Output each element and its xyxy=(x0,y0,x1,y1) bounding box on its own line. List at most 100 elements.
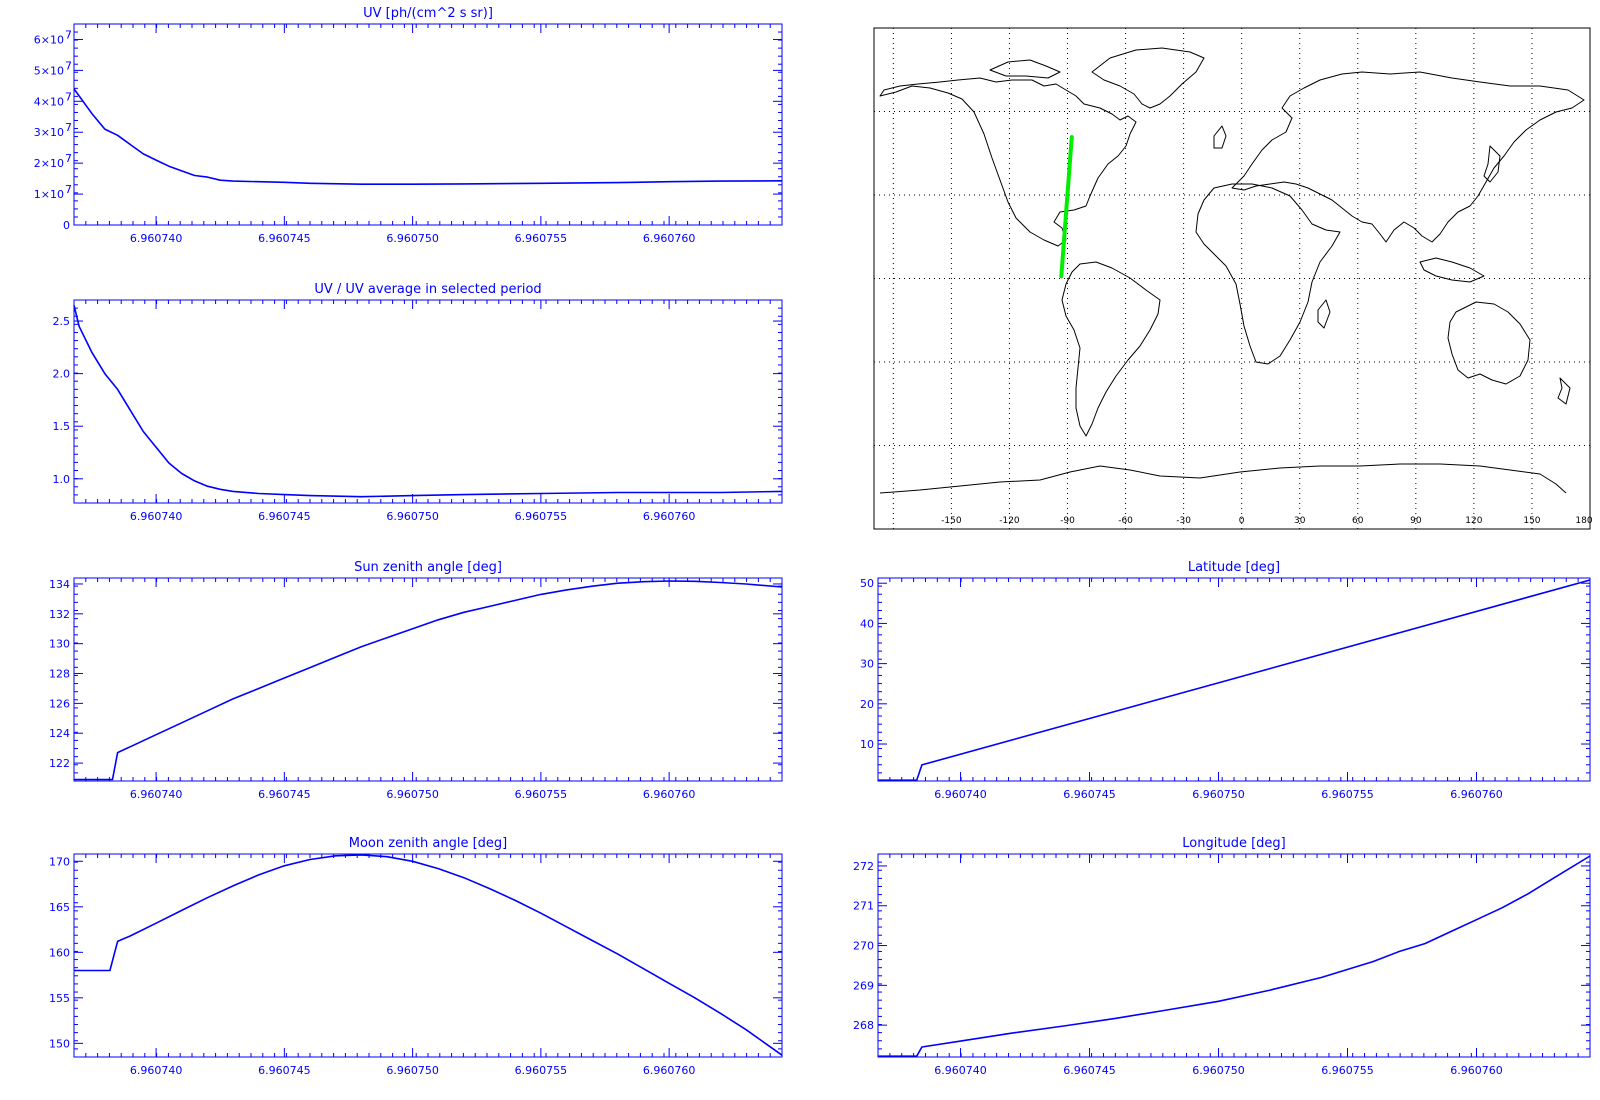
y-tick-label: 10 xyxy=(860,738,874,751)
x-tick-label: 6.960755 xyxy=(515,510,568,523)
x-tick-label: 6.960760 xyxy=(643,510,696,523)
coastline-new-zealand xyxy=(1557,377,1571,405)
map-lon-label: -60 xyxy=(1118,516,1133,526)
trace-uv xyxy=(73,88,783,185)
map-lon-label: -120 xyxy=(999,516,1020,526)
y-tick-label: 269 xyxy=(853,979,874,992)
y-tick-label: 1.5 xyxy=(53,420,71,433)
x-tick-label: 6.960745 xyxy=(258,1064,311,1077)
coastline-south-america xyxy=(1061,261,1161,437)
y-tick-label: 124 xyxy=(49,727,70,740)
x-tick-label: 6.960740 xyxy=(934,788,987,801)
y-tick-label: 20 xyxy=(860,698,874,711)
coastline-uk xyxy=(1213,125,1227,149)
coastline-north-america xyxy=(879,77,1137,247)
plot-frame-sza xyxy=(73,577,783,782)
map-lon-label: -150 xyxy=(941,516,962,526)
map-graticule xyxy=(874,28,1590,529)
panel-title-uv: UV [ph/(cm^2 s sr)] xyxy=(363,6,493,21)
x-tick-label: 6.960750 xyxy=(1192,1064,1245,1077)
map-lon-label: 0 xyxy=(1239,516,1245,526)
x-tick-label: 6.960760 xyxy=(643,1064,696,1077)
x-tick-label: 6.960755 xyxy=(515,1064,568,1077)
world-map: -150 -120 -90 -60 -30 0 30 60 90 120 150 180 xyxy=(873,27,1593,530)
y-tick-label: 2.5 xyxy=(53,315,71,328)
y-tick-label: 130 xyxy=(49,638,70,651)
x-tick-label: 6.960740 xyxy=(130,232,183,245)
y-tick-label: 1×10 xyxy=(34,188,64,201)
x-tick-label: 6.960755 xyxy=(515,232,568,245)
map-lon-label: -90 xyxy=(1060,516,1075,526)
y-tick-label: 134 xyxy=(49,578,70,591)
x-tick-label: 6.960745 xyxy=(1063,788,1116,801)
panel-lat: Latitude [deg] 6.960740 6.960745 6.960750 6.… xyxy=(860,560,1591,801)
y-tick-label: 6×10 xyxy=(34,33,64,46)
map-lon-label: 150 xyxy=(1523,516,1540,526)
map-lon-label: 30 xyxy=(1294,516,1306,526)
y-tick-label: 1.0 xyxy=(53,473,71,486)
x-tick-label: 6.960745 xyxy=(258,788,311,801)
y-tick-label: 272 xyxy=(853,860,874,873)
x-tick-label: 6.960740 xyxy=(130,1064,183,1077)
y-tick-label: 126 xyxy=(49,697,70,710)
y-tick-label: 0 xyxy=(63,219,70,232)
plot-frame-lat xyxy=(877,577,1591,782)
panel-ratio: UV / UV average in selected period 6.9607… xyxy=(53,282,783,523)
trace-sza xyxy=(74,580,783,781)
y-tick-label: 165 xyxy=(49,901,70,914)
coastline-arctic-islands xyxy=(989,59,1061,79)
trace-ratio xyxy=(73,305,783,498)
line-panels: UV [ph/(cm^2 s sr)] 6.960740 6.960745 6.960… xyxy=(34,6,1591,1077)
y-tick-label: 2×10 xyxy=(34,157,64,170)
x-tick-label: 6.960750 xyxy=(386,510,439,523)
plot-frame-mza xyxy=(73,853,783,1058)
map-lon-label: 120 xyxy=(1465,516,1482,526)
coastline-greenland xyxy=(1091,47,1205,109)
trace-mza xyxy=(74,854,783,1056)
y-tick-label: 271 xyxy=(853,900,874,913)
x-tick-label: 6.960760 xyxy=(643,232,696,245)
plot-frame-lon xyxy=(877,853,1591,1058)
coastline-europe-asia xyxy=(1231,71,1585,243)
y-tick-exponent: 7 xyxy=(65,152,72,165)
y-tick-label: 40 xyxy=(860,617,874,630)
y-tick-label: 160 xyxy=(49,946,70,959)
y-tick-label: 270 xyxy=(853,940,874,953)
x-tick-label: 6.960750 xyxy=(386,1064,439,1077)
x-tick-label: 6.960755 xyxy=(1321,1064,1374,1077)
panel-sza: Sun zenith angle [deg] 6.960740 6.960745 6.… xyxy=(49,560,783,801)
panel-title-mza: Moon zenith angle [deg] xyxy=(349,836,507,851)
map-frame xyxy=(873,27,1591,530)
x-tick-label: 6.960750 xyxy=(386,788,439,801)
panel-uv: UV [ph/(cm^2 s sr)] 6.960740 6.960745 6.960… xyxy=(34,6,783,245)
y-tick-exponent: 7 xyxy=(65,90,72,103)
panel-title-lat: Latitude [deg] xyxy=(1188,560,1280,575)
panel-lon: Longitude [deg] 6.960740 6.960745 6.960750 6… xyxy=(853,836,1591,1077)
x-tick-label: 6.960760 xyxy=(643,788,696,801)
x-tick-label: 6.960750 xyxy=(386,232,439,245)
x-tick-label: 6.960740 xyxy=(934,1064,987,1077)
y-tick-label: 170 xyxy=(49,855,70,868)
y-tick-exponent: 7 xyxy=(65,121,72,134)
y-tick-label: 30 xyxy=(860,658,874,671)
map-coastlines xyxy=(879,47,1585,494)
y-tick-label: 50 xyxy=(860,577,874,590)
x-tick-label: 6.960755 xyxy=(1321,788,1374,801)
coastline-australia xyxy=(1447,301,1531,385)
trace-lon xyxy=(878,855,1591,1057)
map-lon-label: 90 xyxy=(1410,516,1422,526)
y-tick-label: 2.0 xyxy=(53,368,71,381)
map-lon-label: 180 xyxy=(1575,516,1592,526)
x-tick-label: 6.960745 xyxy=(1063,1064,1116,1077)
y-tick-label: 4×10 xyxy=(34,95,64,108)
y-tick-label: 150 xyxy=(49,1037,70,1050)
coastline-africa xyxy=(1195,183,1341,365)
x-tick-label: 6.960740 xyxy=(130,788,183,801)
satellite-ground-track xyxy=(1059,135,1074,279)
coastline-madagascar xyxy=(1317,299,1331,329)
y-tick-exponent: 7 xyxy=(65,59,72,72)
y-tick-label: 132 xyxy=(49,608,70,621)
map-lon-label: -30 xyxy=(1176,516,1191,526)
coastline-japan xyxy=(1483,145,1501,183)
